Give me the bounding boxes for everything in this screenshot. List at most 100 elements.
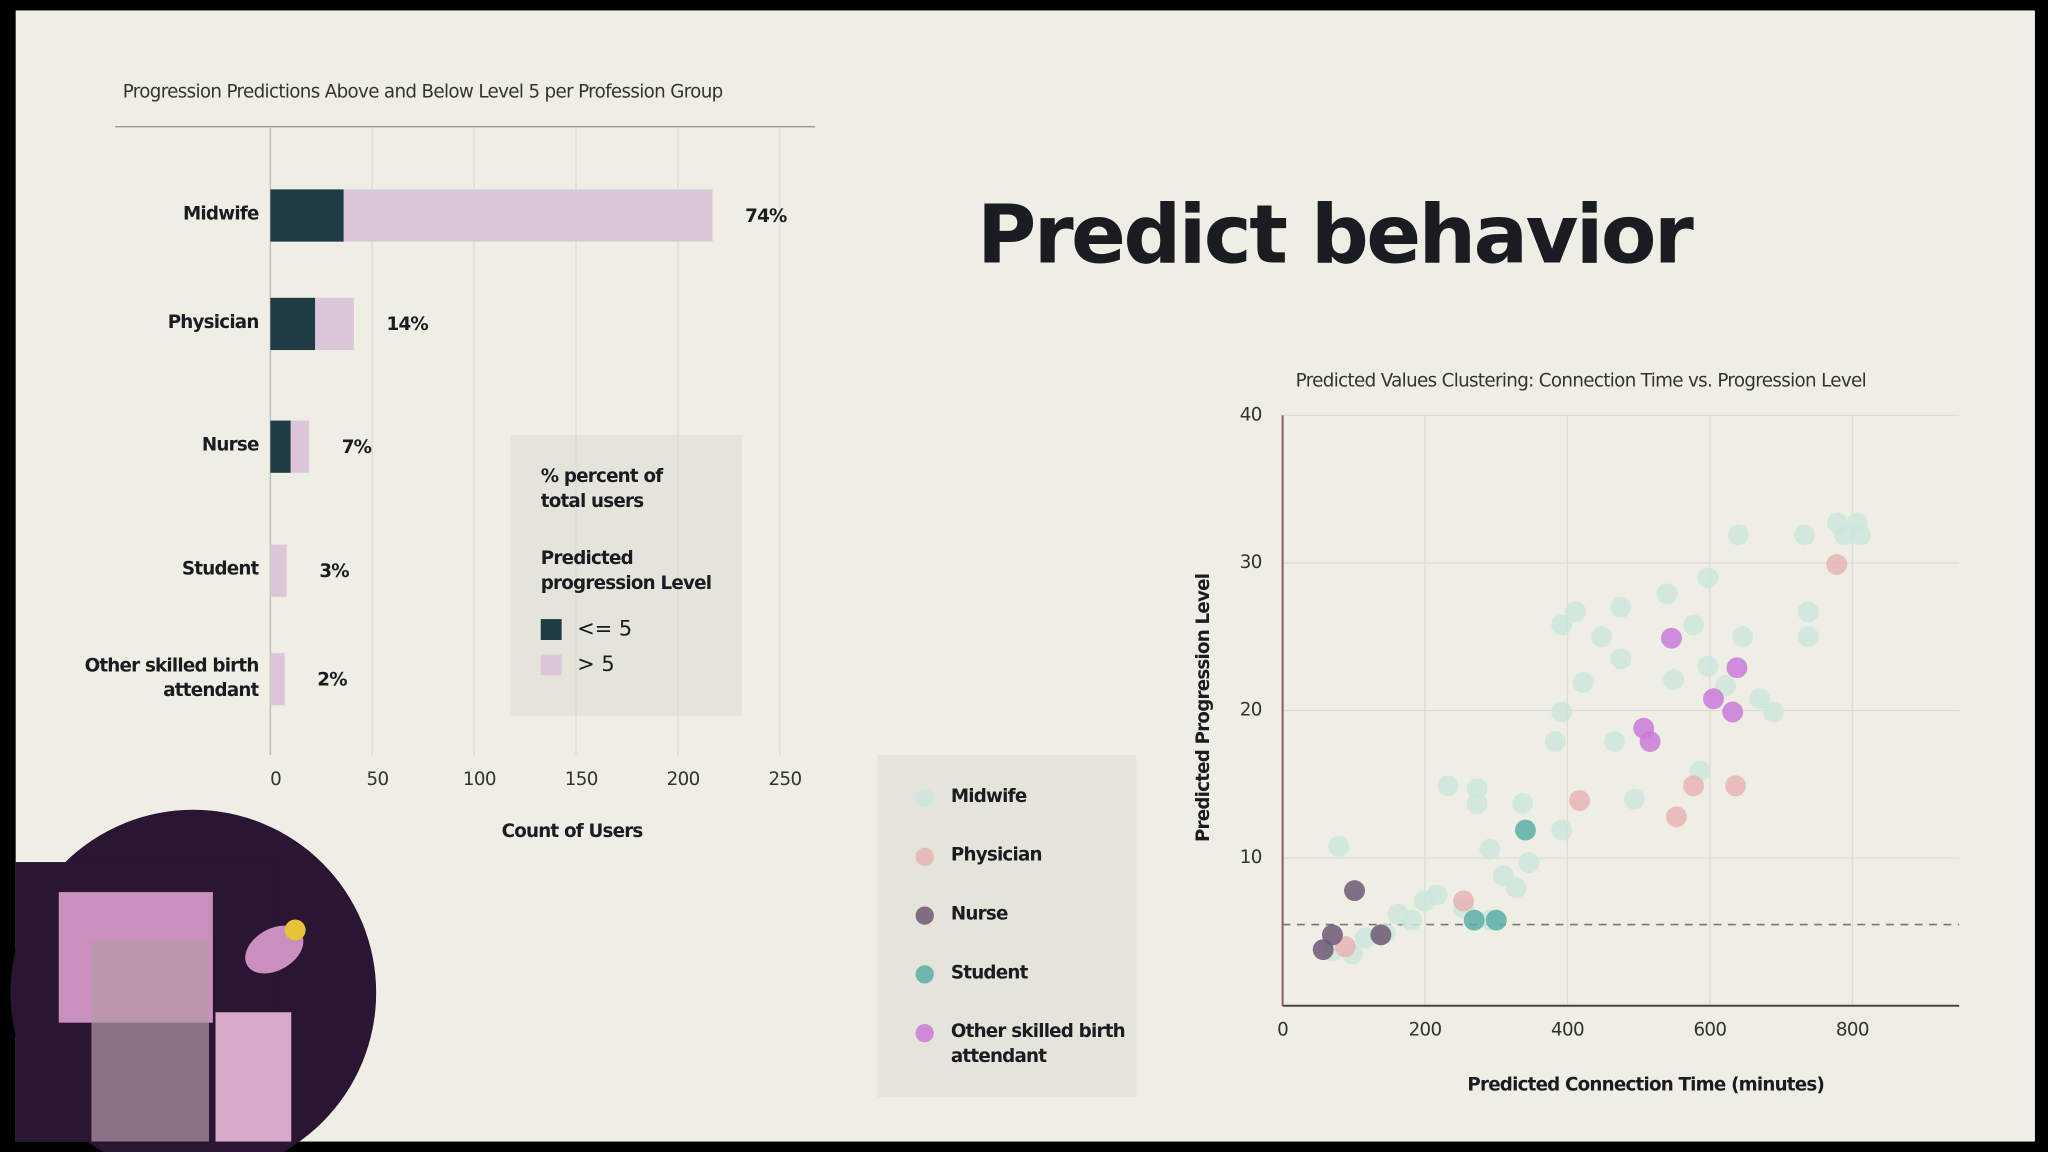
y-tick-label: Midwife	[183, 203, 259, 225]
legend-subtitle-box: Predicted progression Level	[540, 548, 712, 595]
legend-marker	[915, 906, 934, 925]
x-tick-label: 200	[667, 769, 700, 790]
scatter-point	[1463, 909, 1485, 931]
legend-title-box: % percent of total users	[540, 466, 663, 512]
scatter-point	[1639, 731, 1661, 752]
x-tick-label: 400	[1551, 1020, 1584, 1041]
legend-marker	[915, 1024, 934, 1043]
legend-subtitle: Predicted progression Level	[540, 548, 712, 595]
legend-label: <= 5	[577, 617, 632, 641]
scatter-point	[1663, 669, 1685, 690]
scatter-point	[1610, 648, 1632, 670]
legend-label: Other skilled birth attendant	[950, 1021, 1126, 1068]
scatter-point	[1551, 614, 1573, 636]
chart-title: Progression Predictions Above and Below …	[123, 82, 723, 103]
scatter-point	[1479, 838, 1501, 860]
x-tick-label: 200	[1409, 1020, 1442, 1041]
scatter-point	[1797, 626, 1819, 648]
y-tick-label-box: Nurse	[202, 435, 259, 456]
bar-segment	[315, 297, 354, 351]
legend-marker	[915, 788, 934, 808]
scatter-point	[1726, 657, 1748, 679]
scatter-point	[1794, 524, 1816, 546]
legend-label: Midwife	[950, 786, 1027, 808]
x-tick-label: 50	[367, 769, 389, 790]
bar-segment	[270, 544, 287, 597]
share-label: 14%	[387, 314, 429, 335]
y-tick-label-box: Other skilled birth attendant	[84, 655, 259, 702]
scatter-point	[1322, 924, 1343, 946]
legend-label: Physician	[950, 845, 1043, 866]
scatter-point	[1466, 778, 1488, 800]
legend-marker	[915, 965, 934, 984]
chart-title: Predicted Values Clustering: Connection …	[1296, 370, 1866, 391]
scatter-point	[1466, 793, 1488, 814]
scatter-point	[1569, 790, 1591, 812]
scatter-point	[1370, 924, 1392, 946]
legend-label-box: Nurse	[950, 903, 1008, 925]
scatter-point	[1401, 909, 1422, 931]
scatter-point	[1697, 567, 1719, 589]
legend-label-box: Physician	[950, 845, 1043, 866]
x-tick-label: 100	[463, 769, 496, 790]
y-tick-label: 20	[1240, 700, 1262, 721]
scatter-point	[1453, 890, 1474, 912]
scatter-point	[1604, 731, 1625, 752]
bar-segment	[270, 420, 291, 473]
scatter-point	[1834, 524, 1855, 546]
scatter-point	[1564, 601, 1586, 623]
scatter-point	[1683, 775, 1704, 797]
scatter-point	[1485, 909, 1507, 931]
presenter	[91, 940, 209, 1142]
legend-label-box: Midwife	[950, 786, 1027, 808]
scatter-point	[1512, 793, 1534, 814]
scatter-point	[1328, 835, 1350, 857]
x-tick-label: 0	[1277, 1020, 1288, 1041]
y-tick-label: Student	[181, 559, 259, 580]
scatter-point	[1665, 806, 1687, 828]
y-tick-label: 10	[1240, 847, 1262, 868]
scatter-point	[1656, 583, 1678, 605]
scatter-point	[1715, 674, 1737, 696]
legend-label: Student	[950, 962, 1028, 984]
legend-label-box: Other skilled birth attendant	[950, 1021, 1126, 1068]
bar-segment	[270, 189, 344, 242]
scatter-point	[1732, 626, 1754, 648]
x-tick-label: 600	[1693, 1020, 1726, 1041]
x-axis-label: Count of Users	[502, 821, 643, 842]
scatter-point	[1551, 701, 1573, 723]
bar-segment	[270, 653, 285, 706]
x-tick-label: 0	[270, 769, 281, 790]
legend-swatch	[540, 654, 562, 676]
y-tick-label-box: Midwife	[183, 203, 259, 225]
legend-swatch	[540, 619, 562, 640]
legend-title: % percent of total users	[540, 466, 663, 512]
scatter-point	[1354, 927, 1376, 949]
scatter-point	[1725, 775, 1747, 797]
legend-label: > 5	[577, 652, 614, 676]
scatter-point	[1572, 672, 1594, 693]
bar-segment	[343, 189, 713, 242]
scatter-point	[1697, 655, 1719, 677]
scatter-point	[1344, 880, 1365, 902]
presenter-badge	[10, 809, 377, 1152]
scatter-point	[1610, 596, 1632, 618]
y-tick-label: Physician	[167, 312, 259, 334]
scatter-point	[1505, 877, 1527, 899]
y-axis-label: Predicted Progression Level	[1193, 574, 1214, 842]
scatter-point	[1551, 819, 1573, 841]
scatter-point	[1826, 553, 1848, 575]
scatter-point	[1703, 688, 1724, 710]
y-tick-label: Other skilled birth attendant	[84, 655, 259, 702]
scatter-point	[1762, 701, 1784, 723]
bar-segment	[270, 297, 316, 351]
scatter-point	[1426, 884, 1448, 906]
y-tick-label-box: Physician	[167, 312, 259, 334]
badge-photo	[215, 1012, 292, 1142]
scatter-point	[1623, 788, 1645, 810]
x-tick-label: 150	[565, 769, 598, 790]
y-tick-label: 40	[1240, 404, 1262, 425]
y-tick-label: 30	[1240, 552, 1262, 573]
legend-label: Nurse	[950, 903, 1008, 925]
